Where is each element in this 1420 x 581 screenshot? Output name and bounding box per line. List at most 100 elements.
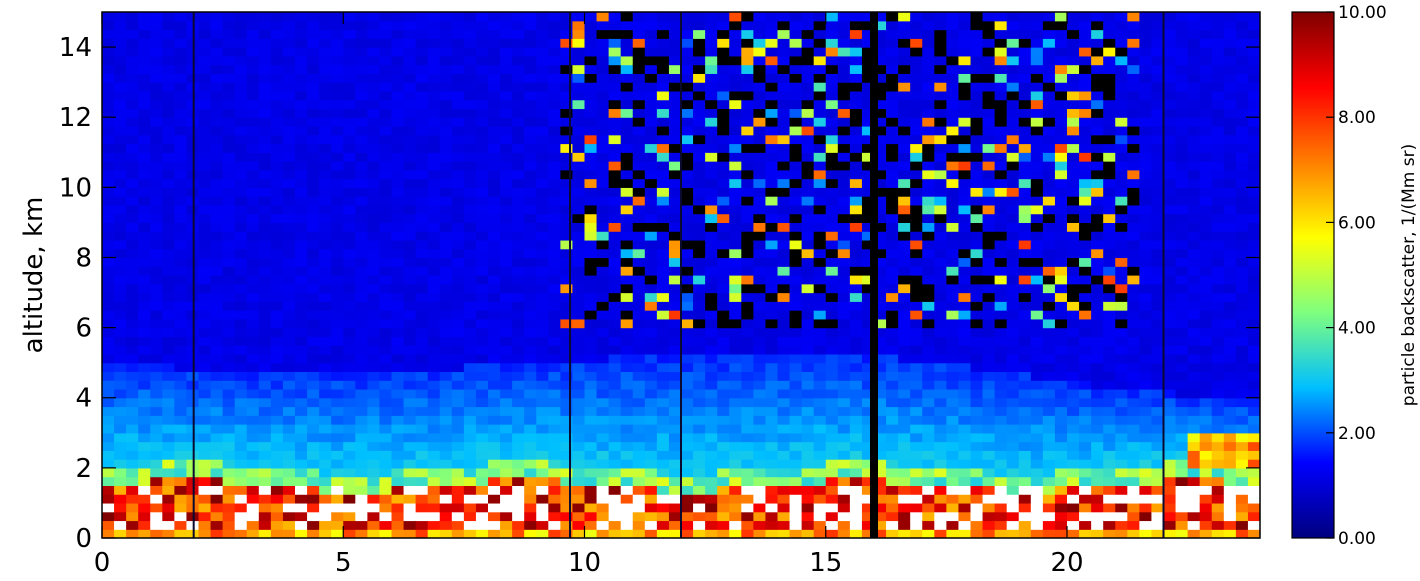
heatmap-cell: [415, 485, 429, 495]
heatmap-cell: [222, 362, 236, 373]
heatmap-cell: [114, 187, 127, 197]
heatmap-cell: [512, 64, 525, 74]
heatmap-cell: [234, 397, 248, 408]
heatmap-cell: [1006, 38, 1020, 48]
heatmap-cell: [451, 239, 465, 250]
heatmap-cell: [102, 415, 115, 425]
heatmap-cell: [789, 292, 803, 302]
heatmap-cell: [391, 169, 405, 180]
heatmap-cell: [1079, 310, 1092, 320]
heatmap-cell: [258, 117, 272, 127]
heatmap-cell: [693, 222, 706, 232]
heatmap-cell: [849, 187, 863, 197]
heatmap-cell: [584, 125, 598, 136]
heatmap-cell: [114, 441, 127, 451]
heatmap-cell: [572, 485, 586, 495]
heatmap-cell: [644, 485, 658, 495]
heatmap-cell: [572, 196, 586, 206]
heatmap-cell: [355, 125, 368, 136]
heatmap-cell: [331, 82, 344, 92]
heatmap-cell: [861, 310, 875, 320]
heatmap-cell: [114, 204, 127, 215]
heatmap-cell: [729, 450, 742, 460]
heatmap-cell: [126, 424, 139, 434]
heatmap-cell: [741, 441, 754, 451]
heatmap-cell: [837, 222, 851, 232]
heatmap-cell: [608, 529, 622, 538]
heatmap-cell: [789, 424, 803, 434]
heatmap-cell: [837, 152, 851, 162]
heatmap-cell: [644, 441, 658, 451]
heatmap-cell: [970, 502, 984, 513]
heatmap-cell: [210, 388, 224, 399]
heatmap-cell: [379, 476, 393, 486]
heatmap-cell: [1018, 529, 1032, 538]
heatmap-cell: [922, 301, 935, 311]
heatmap-cell: [391, 55, 405, 66]
heatmap-cell: [874, 467, 887, 478]
heatmap-cell: [910, 494, 923, 504]
heatmap-cell: [813, 450, 827, 460]
heatmap-cell: [150, 248, 163, 259]
heatmap-cell: [584, 187, 598, 197]
heatmap-cell: [114, 362, 127, 373]
heatmap-cell: [765, 82, 779, 92]
heatmap-cell: [656, 12, 670, 22]
heatmap-cell: [488, 38, 501, 48]
heatmap-cell: [584, 169, 598, 180]
heatmap-cell: [886, 485, 899, 495]
heatmap-cell: [162, 20, 175, 31]
heatmap-cell: [379, 353, 393, 364]
heatmap-cell: [668, 467, 682, 478]
heatmap-cell: [1091, 406, 1104, 416]
heatmap-cell: [789, 485, 803, 495]
heatmap-cell: [1054, 310, 1068, 320]
heatmap-cell: [1030, 336, 1044, 346]
heatmap-cell: [391, 345, 405, 355]
heatmap-cell: [1054, 99, 1068, 110]
heatmap-cell: [934, 231, 947, 241]
heatmap-cell: [668, 397, 682, 408]
heatmap-cell: [415, 64, 429, 74]
heatmap-cell: [813, 82, 827, 92]
heatmap-cell: [1054, 345, 1068, 355]
heatmap-cell: [488, 47, 501, 57]
heatmap-cell: [753, 20, 767, 31]
heatmap-cell: [656, 459, 670, 469]
heatmap-cell: [1067, 125, 1080, 136]
heatmap-cell: [765, 353, 779, 364]
heatmap-cell: [295, 336, 308, 346]
heatmap-cell: [343, 204, 356, 215]
heatmap-cell: [741, 292, 754, 302]
heatmap-cell: [198, 117, 212, 127]
heatmap-cell: [355, 353, 368, 364]
heatmap-cell: [620, 485, 634, 495]
heatmap-cell: [512, 257, 525, 267]
heatmap-cell: [656, 152, 670, 162]
heatmap-cell: [270, 47, 284, 57]
heatmap-cell: [258, 187, 272, 197]
heatmap-cell: [958, 485, 972, 495]
heatmap-cell: [668, 336, 682, 346]
heatmap-cell: [512, 222, 525, 232]
heatmap-cell: [644, 38, 658, 48]
heatmap-cell: [427, 204, 441, 215]
heatmap-cell: [488, 204, 501, 215]
heatmap-cell: [644, 196, 658, 206]
heatmap-cell: [138, 301, 151, 311]
heatmap-cell: [102, 99, 115, 110]
heatmap-cell: [548, 380, 561, 390]
heatmap-cell: [548, 108, 561, 118]
heatmap-cell: [536, 310, 549, 320]
heatmap-cell: [355, 476, 368, 486]
heatmap-cell: [741, 266, 754, 276]
heatmap-cell: [813, 213, 827, 223]
heatmap-cell: [886, 318, 899, 329]
heatmap-cell: [114, 301, 127, 311]
heatmap-cell: [234, 450, 248, 460]
heatmap-cell: [427, 388, 441, 399]
heatmap-cell: [741, 64, 754, 74]
heatmap-cell: [234, 529, 248, 538]
heatmap-cell: [126, 450, 139, 460]
heatmap-cell: [922, 143, 935, 153]
